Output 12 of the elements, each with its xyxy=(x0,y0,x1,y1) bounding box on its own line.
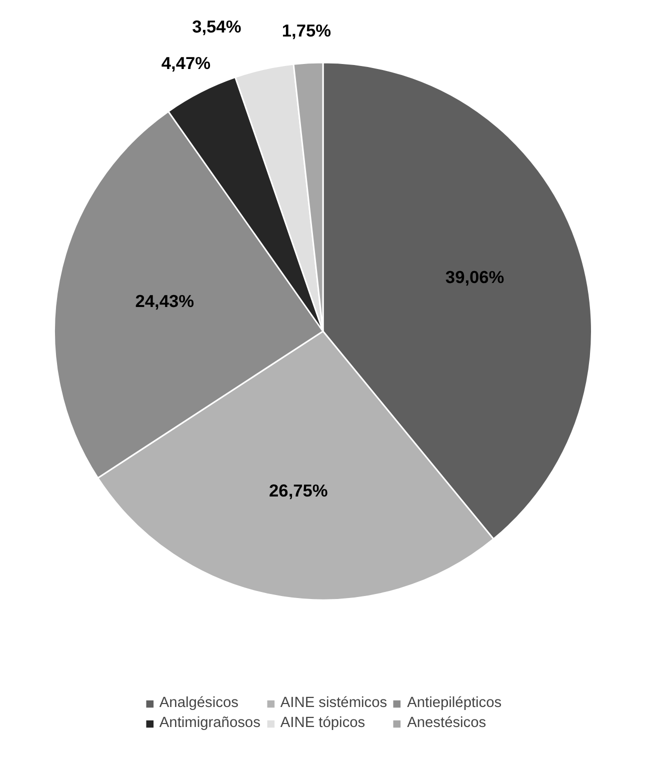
legend-label: Analgésicos xyxy=(159,695,238,711)
data-label: 24,43% xyxy=(135,290,194,311)
data-label: 4,47% xyxy=(161,53,210,74)
legend-label: AINE tópicos xyxy=(280,715,366,731)
legend-label: Antimigrañosos xyxy=(159,715,260,731)
data-label: 1,75% xyxy=(282,20,332,41)
data-label: 39,06% xyxy=(445,266,504,287)
legend-label: Antiepilépticos xyxy=(407,695,502,711)
legend-label: Anestésicos xyxy=(407,715,486,731)
data-label: 3,54% xyxy=(192,16,242,37)
legend-label: AINE sistémicos xyxy=(280,695,388,711)
data-label: 26,75% xyxy=(269,480,328,501)
